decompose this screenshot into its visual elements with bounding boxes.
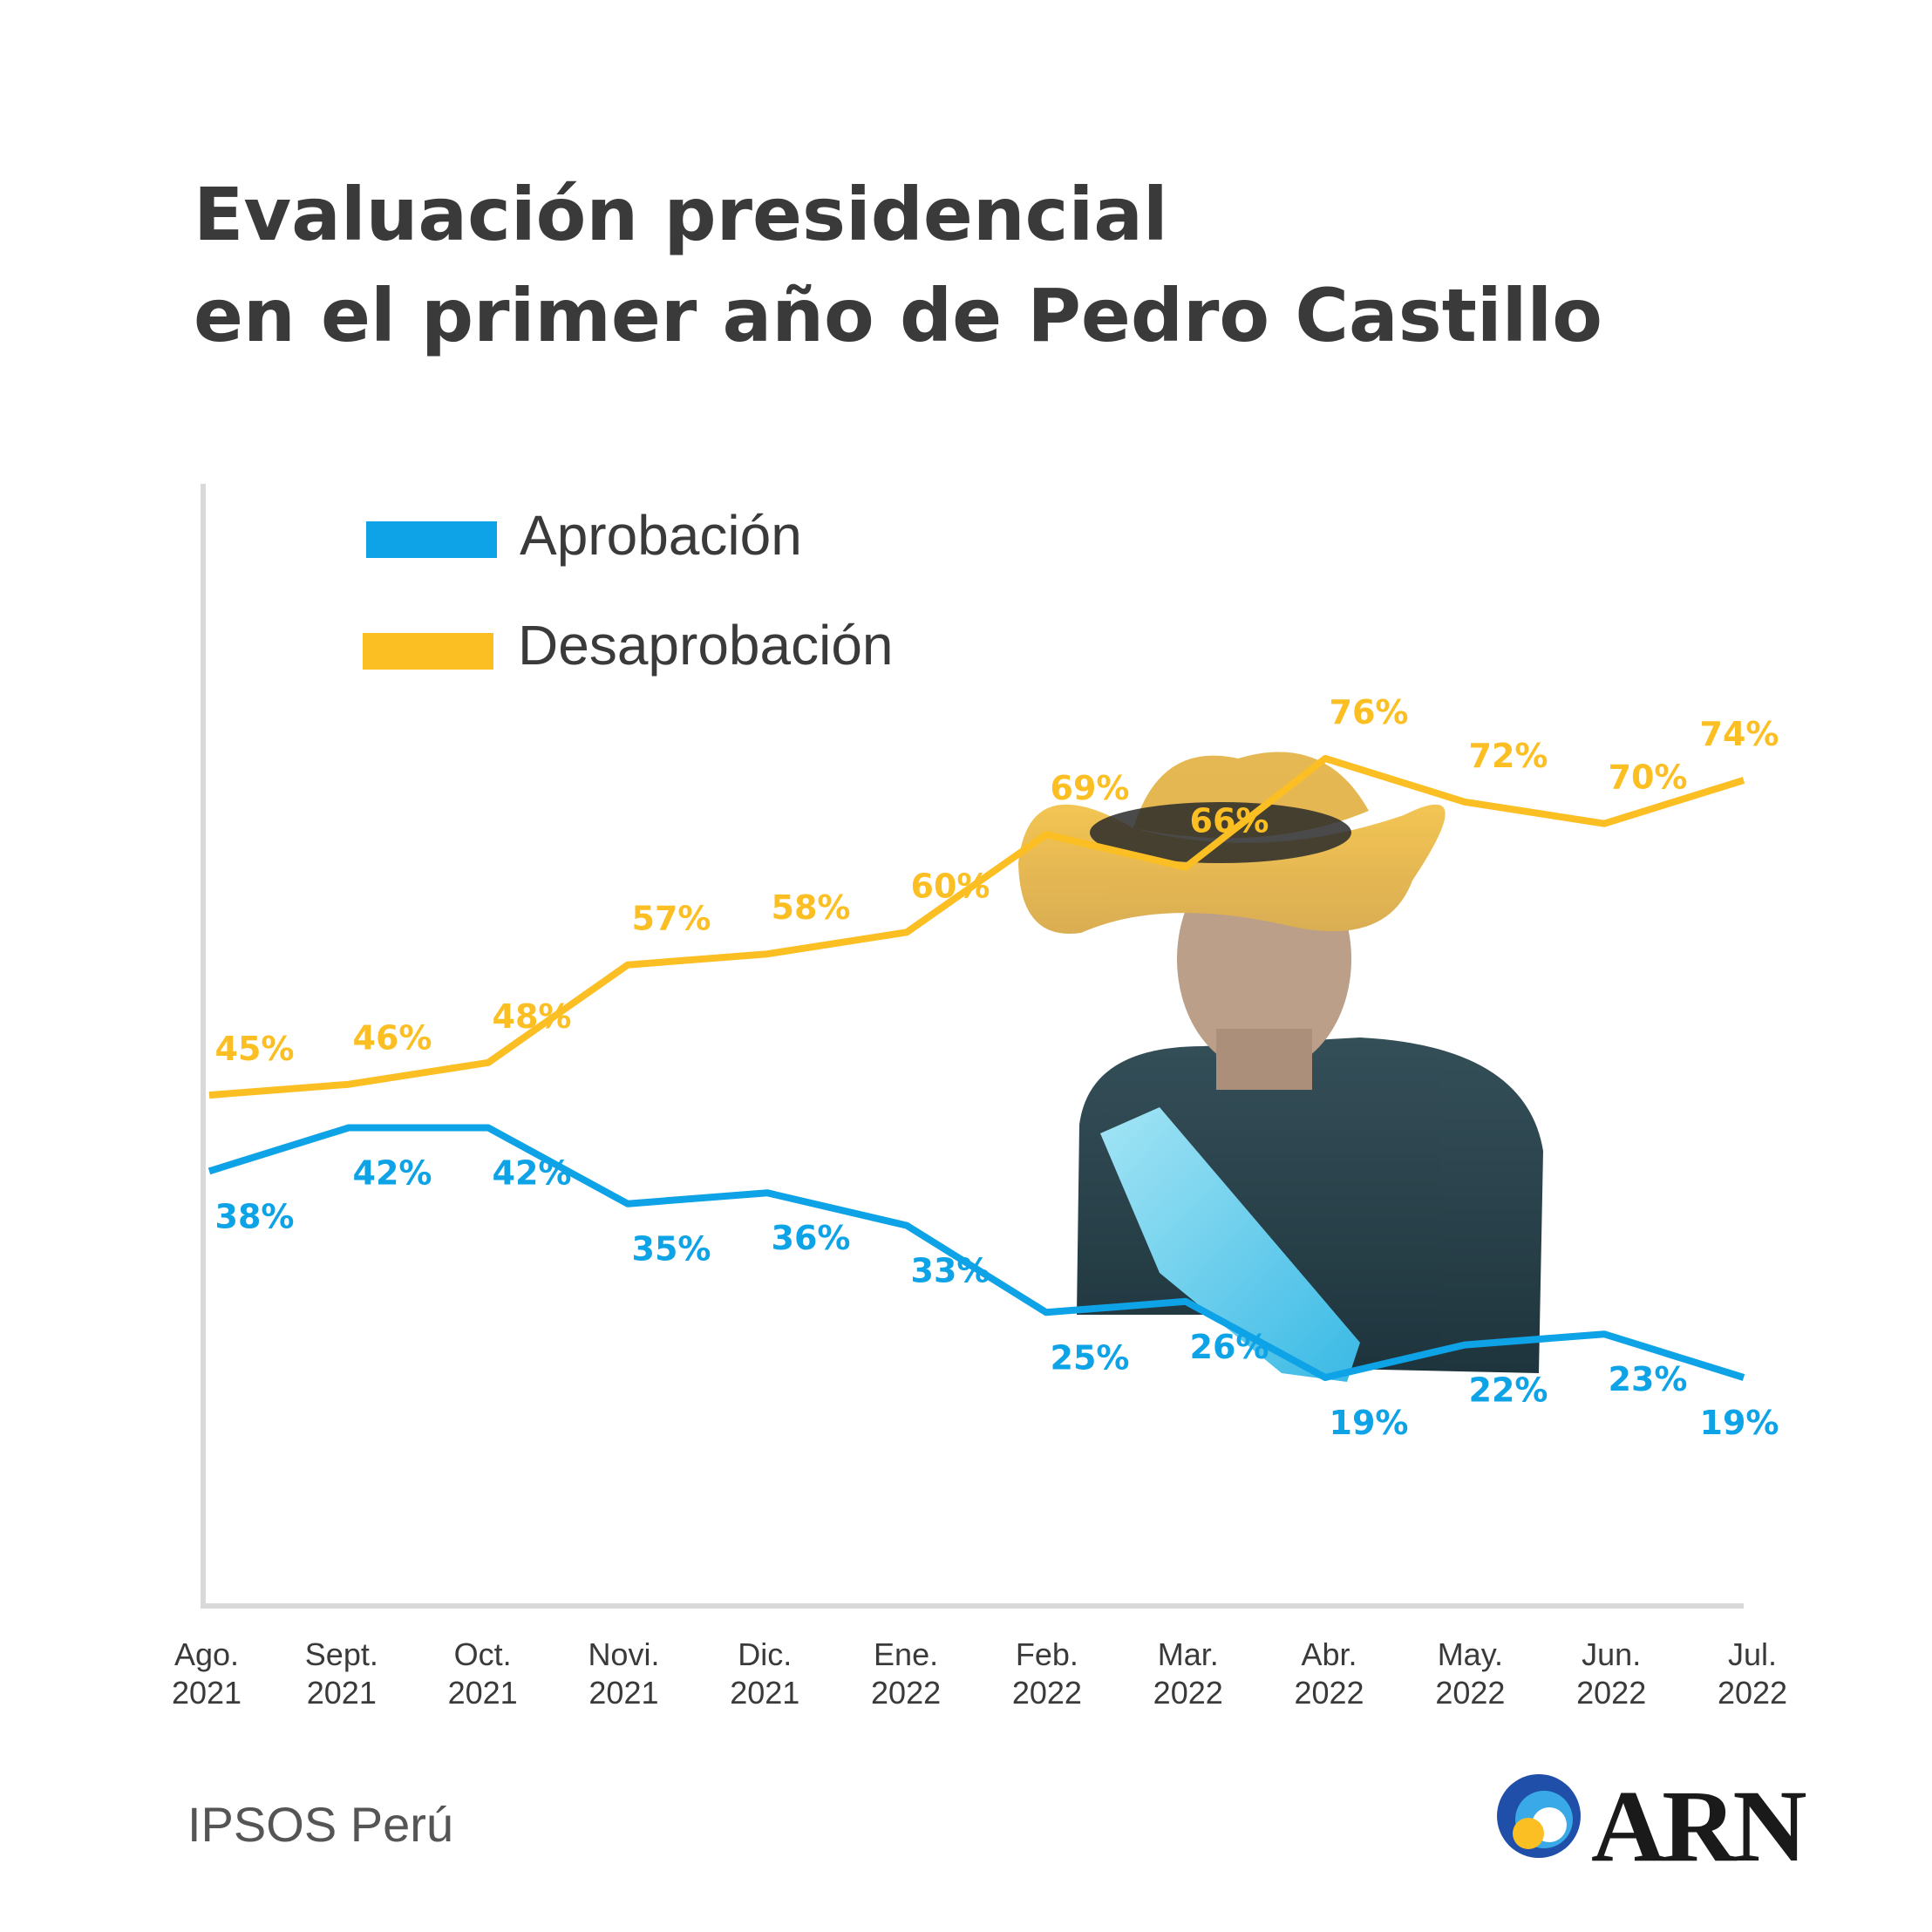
legend-swatch-disapproval [363,633,493,670]
data-label: 33% [911,1252,990,1290]
data-label: 26% [1190,1328,1269,1366]
x-tick-label: 2021 [588,1675,658,1711]
x-tick-label: Feb. [1016,1636,1078,1672]
data-label: 42% [353,1154,432,1193]
title-line-2: en el primer año de Pedro Castillo [194,273,1602,358]
data-labels-disapproval: 45% 46% 48% 57% 58% 60% 69% 66% 76% 72% 70% 74% [215,693,1779,1068]
source-label: IPSOS Perú [187,1797,454,1852]
x-tick-label: 2022 [1153,1675,1223,1711]
series-line-disapproval [208,755,1745,1099]
x-tick-label: Ene. [874,1636,938,1672]
x-tick-label: Oct. [454,1636,512,1672]
x-tick-label: 2021 [730,1675,799,1711]
x-tick-label: 2021 [172,1675,242,1711]
brand-logo-mark [1497,1774,1581,1858]
data-label: 66% [1190,802,1269,840]
data-label: 72% [1469,737,1548,775]
x-tick-label: 2022 [1576,1675,1646,1711]
data-label: 48% [493,997,572,1036]
x-tick-label: Jun. [1582,1636,1641,1672]
legend-swatch-approval [366,521,497,558]
x-tick-label: 2022 [1294,1675,1364,1711]
x-tick-label: 2022 [871,1675,941,1711]
x-tick-label: Sept. [305,1636,378,1672]
data-label: 19% [1700,1404,1779,1442]
x-tick-label: 2022 [1718,1675,1787,1711]
data-labels-approval: 38% 42% 42% 35% 36% 33% 25% 26% 19% 22% 23% 19% [215,1154,1779,1442]
brand-logo-text: ARN [1591,1769,1807,1883]
data-label: 69% [1051,769,1130,807]
legend-label-approval: Aprobación [520,504,802,567]
data-label: 35% [632,1230,711,1269]
data-label: 25% [1051,1338,1130,1377]
x-tick-label: Mar. [1158,1636,1219,1672]
series-line-approval [207,1124,1745,1381]
data-label: 58% [772,888,851,927]
chart-title: Evaluación presidencial en el primer año… [194,164,1602,366]
data-label: 42% [493,1154,572,1193]
data-label: 38% [215,1197,295,1235]
data-label: 22% [1469,1371,1548,1410]
x-tick-labels: Ago.2021Sept.2021Oct.2021Novi.2021Dic.20… [172,1636,1787,1711]
x-tick-label: 2022 [1012,1675,1082,1711]
data-label: 45% [215,1030,295,1068]
data-label: 46% [353,1019,432,1058]
x-tick-label: May. [1438,1636,1503,1672]
data-label: 76% [1330,693,1409,731]
x-tick-label: Novi. [588,1636,659,1672]
x-tick-label: Jul. [1728,1636,1777,1672]
data-label: 70% [1609,759,1688,797]
title-line-1: Evaluación presidencial [194,172,1168,257]
data-label: 19% [1330,1404,1409,1442]
data-label: 60% [911,867,990,905]
data-label: 23% [1609,1360,1688,1398]
x-tick-label: Ago. [174,1636,239,1672]
portrait-photo [1018,752,1543,1382]
x-tick-label: Abr. [1302,1636,1357,1672]
legend-label-disapproval: Desaprobación [518,614,894,677]
legend: Aprobación Desaprobación [363,504,894,677]
x-tick-label: 2021 [448,1675,518,1711]
x-tick-label: 2021 [307,1675,377,1711]
brand-logo: ARN [1495,1769,1861,1883]
data-label: 57% [632,900,711,938]
x-tick-label: 2022 [1435,1675,1505,1711]
data-label: 36% [772,1219,851,1257]
data-label: 74% [1700,715,1779,753]
x-tick-label: Dic. [738,1636,792,1672]
